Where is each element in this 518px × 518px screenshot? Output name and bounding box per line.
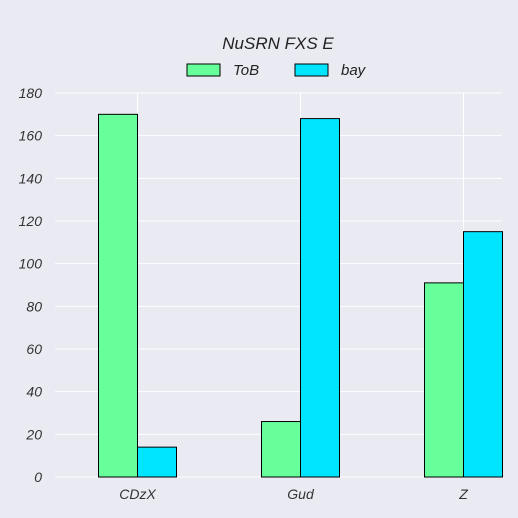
x-tick-label-gud: Gud <box>287 486 315 502</box>
y-tick-label-120: 120 <box>19 213 43 229</box>
y-tick-label-0: 0 <box>34 469 42 485</box>
bar-bay-z <box>463 231 503 478</box>
legend-label-tob: ToB <box>233 62 259 79</box>
chart-title: NuSRN FXS E <box>222 34 334 53</box>
x-tick-label-z: Z <box>458 486 468 502</box>
y-tick-label-180: 180 <box>19 85 43 101</box>
bar-tob-z <box>424 282 464 478</box>
y-tick-label-80: 80 <box>26 298 42 314</box>
legend-swatch-tob <box>186 63 221 77</box>
plot-area: 0 20 40 60 80 100 120 140 160 180 CDzX Gud Z <box>19 85 503 502</box>
y-tick-label-160: 160 <box>19 128 43 144</box>
legend-swatch-bay <box>294 63 329 77</box>
legend: ToB bay <box>186 62 367 79</box>
y-tick-label-140: 140 <box>19 170 43 186</box>
x-tick-label-cdzx: CDzX <box>119 486 156 502</box>
legend-label-bay: bay <box>341 62 367 79</box>
bar-tob-cdzx <box>98 113 138 478</box>
y-tick-label-60: 60 <box>26 341 42 357</box>
y-tick-label-40: 40 <box>26 384 42 400</box>
bar-bay-gud <box>300 118 340 478</box>
bar-tob-gud <box>261 421 301 478</box>
y-tick-label-20: 20 <box>25 426 42 442</box>
y-tick-label-100: 100 <box>19 256 43 272</box>
bar-bay-cdzx <box>137 446 177 478</box>
